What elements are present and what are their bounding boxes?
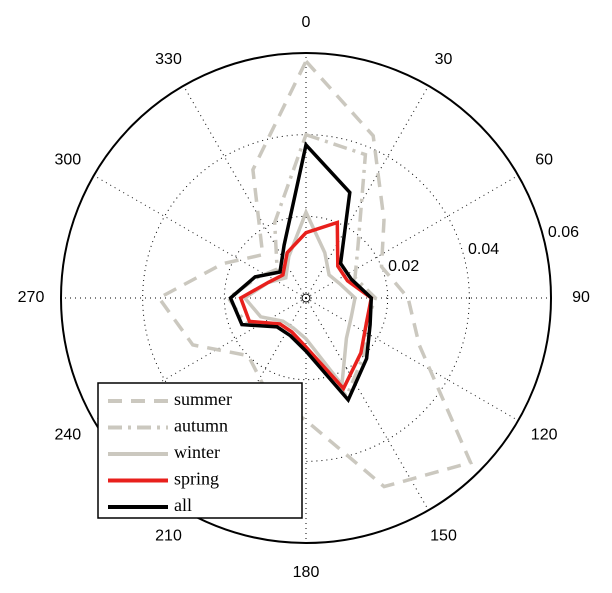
legend-label: winter <box>174 442 220 462</box>
grid-spoke <box>305 297 429 511</box>
legend-label: autumn <box>174 416 228 436</box>
legend-label: spring <box>174 469 219 489</box>
theta-tick-label: 210 <box>155 527 182 544</box>
theta-tick-label: 180 <box>293 564 320 581</box>
theta-tick-label: 150 <box>430 527 457 544</box>
theta-tick-label: 120 <box>531 427 558 444</box>
series-line <box>238 220 374 392</box>
theta-tick-label: 60 <box>535 152 553 169</box>
theta-tick-label: 330 <box>155 51 182 68</box>
series-line <box>156 58 474 489</box>
theta-tick-label: 30 <box>435 51 453 68</box>
grid-spoke <box>93 175 307 299</box>
r-tick-label: 0.02 <box>388 258 419 275</box>
legend: summer autumn winter spring all <box>97 382 303 519</box>
theta-tick-label: 0 <box>302 14 311 31</box>
r-tick-label: 0.04 <box>468 241 499 258</box>
outer-ring <box>60 52 552 544</box>
theta-tick-label: 240 <box>54 427 81 444</box>
grid-spoke <box>305 175 519 299</box>
legend-label: summer <box>174 389 232 409</box>
theta-tick-label: 300 <box>54 152 81 169</box>
grid-spoke <box>305 297 519 421</box>
origin-marker <box>301 293 311 303</box>
grid-ring <box>223 215 389 381</box>
grid-ring <box>142 134 470 462</box>
theta-tick-label: 270 <box>18 289 45 306</box>
legend-box <box>97 382 303 519</box>
series-line <box>228 141 374 404</box>
theta-tick-label: 90 <box>572 289 590 306</box>
series-line <box>225 132 378 400</box>
legend-label: all <box>174 495 192 515</box>
r-tick-label: 0.06 <box>548 224 579 241</box>
